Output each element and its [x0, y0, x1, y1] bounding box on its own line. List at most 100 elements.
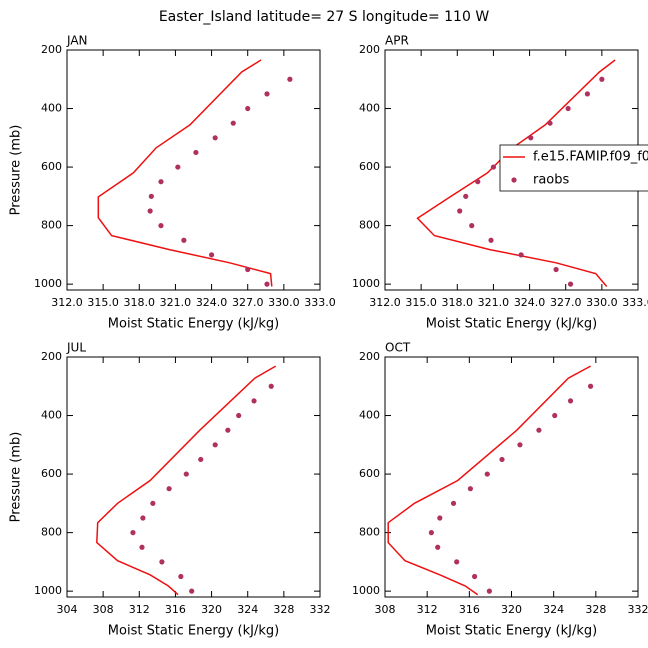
x-tick-label: 324	[237, 603, 258, 616]
obs-marker	[158, 223, 164, 229]
obs-marker	[159, 559, 165, 565]
obs-marker	[225, 427, 231, 433]
profile-line	[387, 365, 591, 596]
panel-title: JAN	[66, 34, 88, 48]
x-tick-label: 320	[201, 603, 222, 616]
obs-marker	[264, 281, 270, 287]
obs-marker	[212, 135, 218, 141]
x-tick-label: 333.0	[622, 296, 648, 309]
obs-marker	[450, 500, 457, 506]
obs-marker	[251, 398, 257, 404]
obs-marker	[565, 105, 571, 112]
obs-marker	[484, 471, 490, 477]
plot-frame	[66, 49, 321, 291]
obs-marker	[183, 471, 189, 477]
obs-marker	[599, 76, 605, 82]
x-tick-label: 312.0	[51, 296, 83, 309]
y-tick-label: 200	[41, 350, 62, 363]
x-tick-label: 330.0	[586, 296, 618, 309]
obs-marker	[166, 486, 172, 492]
y-tick-label: 800	[359, 526, 380, 539]
obs-marker	[437, 515, 443, 521]
obs-marker	[475, 179, 481, 185]
obs-marker	[469, 223, 475, 229]
obs-marker	[130, 530, 136, 536]
x-axis-label: Moist Static Energy (kJ/kg)	[108, 624, 279, 639]
obs-marker	[435, 544, 441, 550]
y-tick-label: 400	[359, 409, 380, 422]
y-tick-label: 800	[41, 526, 62, 539]
plot-frame	[384, 356, 639, 598]
obs-marker	[175, 164, 181, 170]
x-axis-label: Moist Static Energy (kJ/kg)	[108, 317, 279, 332]
y-tick-label: 1000	[34, 584, 62, 597]
legend-label: f.e15.FAMIP.f09_f09	[533, 150, 648, 165]
obs-marker	[584, 91, 591, 97]
x-tick-label: 327.0	[550, 296, 582, 309]
obs-marker	[490, 164, 497, 170]
legend-box	[499, 144, 648, 192]
x-tick-label: 318.0	[442, 296, 474, 309]
x-tick-label: 312	[129, 603, 150, 616]
x-tick-label: 327.0	[232, 296, 264, 309]
y-tick-label: 200	[359, 350, 380, 363]
y-tick-label: 400	[359, 102, 380, 115]
obs-marker	[189, 588, 195, 594]
y-tick-label: 600	[41, 467, 62, 480]
x-tick-label: 324	[543, 603, 564, 616]
y-tick-label: 800	[41, 219, 62, 232]
y-tick-label: 400	[41, 409, 62, 422]
obs-marker	[236, 412, 242, 419]
obs-marker	[457, 208, 463, 214]
obs-marker	[245, 105, 251, 112]
x-tick-label: 320	[501, 603, 522, 616]
obs-marker	[264, 91, 270, 97]
obs-marker	[140, 515, 146, 521]
obs-marker	[287, 76, 293, 82]
obs-marker	[268, 383, 274, 389]
obs-marker	[463, 193, 469, 199]
x-tick-label: 316	[165, 603, 186, 616]
obs-marker	[536, 427, 542, 433]
obs-marker	[587, 383, 594, 389]
x-tick-label: 312.0	[369, 296, 401, 309]
panel-title: JUL	[66, 341, 86, 355]
x-tick-label: 332	[310, 603, 331, 616]
profile-line	[416, 59, 616, 287]
obs-marker	[472, 573, 478, 580]
obs-marker	[517, 442, 523, 448]
obs-marker	[245, 266, 251, 273]
profile-line	[96, 365, 277, 596]
obs-marker	[528, 135, 534, 141]
obs-marker	[208, 252, 215, 258]
panel-title: APR	[385, 34, 409, 48]
y-axis-label: Pressure (mb)	[9, 432, 24, 523]
x-axis-label: Moist Static Energy (kJ/kg)	[426, 624, 597, 639]
y-tick-label: 400	[41, 102, 62, 115]
y-tick-label: 1000	[352, 584, 380, 597]
obs-marker	[488, 237, 494, 243]
x-tick-label: 328	[585, 603, 606, 616]
legend-label: raobs	[533, 173, 570, 188]
obs-marker	[454, 559, 460, 565]
obs-marker	[552, 412, 558, 419]
obs-marker	[567, 281, 574, 287]
y-axis-label: Pressure (mb)	[9, 125, 24, 216]
obs-marker	[158, 179, 164, 185]
x-tick-label: 324.0	[514, 296, 546, 309]
y-tick-label: 1000	[34, 277, 62, 290]
y-tick-label: 600	[359, 467, 380, 480]
x-tick-label: 304	[57, 603, 78, 616]
y-tick-label: 200	[359, 43, 380, 56]
obs-marker	[553, 266, 559, 273]
obs-marker	[428, 530, 434, 536]
x-tick-label: 318.0	[124, 296, 156, 309]
profile-line	[97, 59, 273, 287]
obs-marker	[212, 442, 218, 448]
x-tick-label: 312	[417, 603, 438, 616]
x-tick-label: 315.0	[405, 296, 437, 309]
y-tick-label: 600	[41, 160, 62, 173]
x-tick-label: 308	[375, 603, 396, 616]
